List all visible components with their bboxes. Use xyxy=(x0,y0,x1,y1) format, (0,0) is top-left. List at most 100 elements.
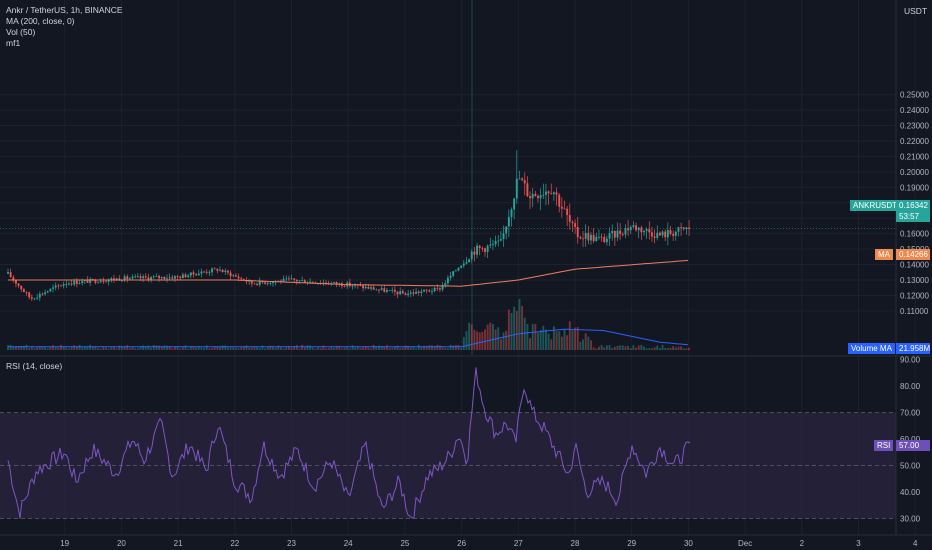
candle-body xyxy=(150,277,153,280)
volume-bar xyxy=(181,347,184,350)
candle-body xyxy=(107,279,110,282)
volume-bar xyxy=(49,346,52,350)
candle-body xyxy=(542,194,545,196)
candle-body xyxy=(431,291,433,293)
volume-bar xyxy=(513,306,516,350)
volume-bar xyxy=(600,345,603,350)
candle-body xyxy=(78,283,81,284)
volume-bar xyxy=(386,345,388,350)
volume-bar xyxy=(46,348,49,350)
candle-body xyxy=(425,289,428,291)
candle-body xyxy=(174,276,176,279)
volume-bar xyxy=(685,348,688,350)
volume-bar xyxy=(139,346,142,350)
volume-bar xyxy=(529,338,531,350)
volume-bar xyxy=(168,346,171,350)
volume-bar xyxy=(28,347,31,350)
volume-bar xyxy=(613,346,616,350)
volume-bar xyxy=(311,347,314,350)
time-axis-labels[interactable]: 19 20 21 22 23 24 25 26 27 28 29 30 Dec 2 3 4 xyxy=(60,539,918,548)
candle-body xyxy=(81,280,84,284)
candle-body xyxy=(128,278,131,280)
volume-bar xyxy=(83,346,86,350)
candle-body xyxy=(386,290,388,292)
currency-label[interactable]: USDT xyxy=(904,6,928,16)
candle-body xyxy=(563,208,566,210)
volume-bar xyxy=(558,331,561,350)
candle-body xyxy=(179,276,182,279)
candle-body xyxy=(200,271,203,274)
candle-body xyxy=(637,227,640,231)
volume-bar xyxy=(523,317,526,350)
candle-body xyxy=(333,282,335,283)
candle-body xyxy=(97,282,100,284)
volume-bar xyxy=(115,348,118,350)
study-mf1-legend[interactable]: mf1 xyxy=(6,38,21,48)
candle-body xyxy=(507,217,510,227)
study-ma-legend[interactable]: MA (200, close, 0) xyxy=(6,16,75,26)
volume-bar xyxy=(319,348,322,350)
volume-bar xyxy=(118,345,121,350)
candle-body xyxy=(537,195,539,199)
candle-body xyxy=(574,223,577,228)
candle-body xyxy=(661,231,664,236)
volume-bar xyxy=(195,347,198,350)
volume-bar xyxy=(555,331,558,350)
volume-bar xyxy=(587,336,590,350)
candle-body xyxy=(176,276,179,277)
candle-body xyxy=(282,278,285,282)
volume-bar xyxy=(38,346,41,350)
candle-body xyxy=(523,180,526,184)
candle-body xyxy=(545,191,547,195)
volume-bar xyxy=(152,345,155,350)
volume-bar xyxy=(338,345,341,350)
volume-bar xyxy=(579,341,582,350)
volume-bar xyxy=(507,309,510,350)
candle-body xyxy=(672,233,675,236)
volume-bar xyxy=(7,345,9,350)
volume-bar xyxy=(107,348,110,350)
candle-body xyxy=(277,280,280,282)
candle-body xyxy=(367,286,370,289)
candle-body xyxy=(62,284,65,286)
volume-bar xyxy=(465,330,468,350)
candle-body xyxy=(266,283,269,284)
rsi-axis-labels[interactable]: 90.00 80.00 70.00 60.00 50.00 40.00 30.00 xyxy=(900,356,921,524)
rsi-legend[interactable]: RSI (14, close) xyxy=(6,361,63,371)
candle-body xyxy=(627,228,630,231)
volume-bar xyxy=(68,348,70,350)
candle-body xyxy=(664,231,667,238)
volume-bar xyxy=(446,348,449,350)
volume-bar xyxy=(563,328,566,350)
candle-body xyxy=(131,276,134,279)
volume-bar xyxy=(36,347,39,350)
candle-body xyxy=(608,233,611,239)
symbol-legend[interactable]: Ankr / TetherUS, 1h, BINANCE xyxy=(6,5,123,15)
candle-body xyxy=(497,240,500,242)
candle-body xyxy=(598,236,600,238)
volume-bar xyxy=(499,338,502,350)
price-tick-label: 0.24000 xyxy=(900,106,929,115)
volume-bar xyxy=(651,348,653,350)
volume-bar xyxy=(404,345,407,350)
candle-body xyxy=(253,283,256,285)
volume-bar xyxy=(611,348,614,350)
volume-bar xyxy=(661,344,664,350)
candle-body xyxy=(576,227,579,238)
candle-body xyxy=(105,281,107,283)
candle-body xyxy=(404,293,407,296)
candle-body xyxy=(677,227,680,232)
study-vol-legend[interactable]: Vol (50) xyxy=(6,27,36,37)
volume-bar xyxy=(452,345,455,350)
volume-bar xyxy=(534,323,537,350)
volume-bar xyxy=(128,348,131,350)
candle-body xyxy=(494,241,497,245)
volume-bar xyxy=(566,335,569,350)
volume-bar xyxy=(295,345,298,350)
candle-body xyxy=(489,244,492,246)
volume-bar xyxy=(155,345,158,350)
volume-bar xyxy=(351,345,354,350)
volume-bar xyxy=(433,346,436,350)
candle-body xyxy=(391,289,394,291)
